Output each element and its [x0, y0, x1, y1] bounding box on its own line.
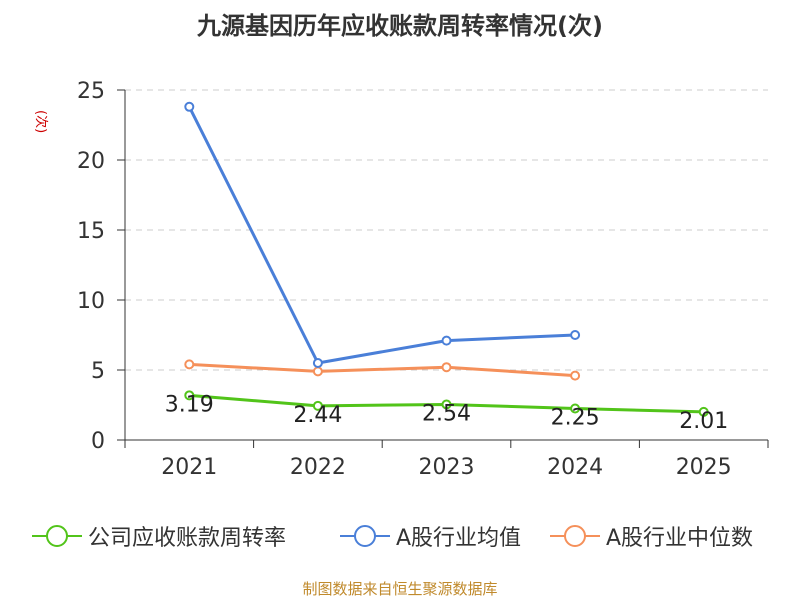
- chart-title: 九源基因历年应收账款周转率情况(次): [197, 12, 603, 40]
- legend-item-industry-mean[interactable]: A股行业均值: [340, 520, 521, 552]
- x-tick-label: 2023: [419, 455, 475, 480]
- legend-marker-industry-mean: [340, 525, 390, 547]
- data-point-2: [570, 370, 581, 381]
- data-point-1: [570, 330, 581, 340]
- data-point-0: [184, 390, 195, 401]
- data-point-1: [184, 101, 195, 112]
- x-tick-label: 2025: [676, 455, 732, 480]
- x-tick-label: 2022: [290, 455, 346, 480]
- legend-item-industry-median[interactable]: A股行业中位数: [550, 520, 753, 552]
- data-point-0: [441, 399, 452, 410]
- data-label: 2.01: [679, 409, 728, 434]
- data-point-0: [570, 403, 581, 414]
- legend-label-company: 公司应收账款周转率: [88, 526, 287, 551]
- y-tick-label: 5: [91, 359, 105, 384]
- y-tick-label: 20: [77, 149, 105, 174]
- y-tick-label: 15: [77, 219, 105, 244]
- x-tick-label: 2024: [547, 455, 603, 480]
- data-label: 2.44: [293, 403, 342, 428]
- data-point-2: [184, 359, 195, 370]
- y-tick-label: 0: [91, 429, 105, 454]
- legend: 公司应收账款周转率 A股行业均值 A股行业中位数: [0, 520, 800, 552]
- x-tick-label: 2021: [161, 455, 217, 480]
- data-source-note: 制图数据来自恒生聚源数据库: [302, 580, 498, 598]
- data-point-0: [312, 400, 323, 411]
- data-point-0: [698, 406, 709, 417]
- data-label: 3.19: [165, 392, 214, 417]
- y-tick-label: 10: [77, 289, 105, 314]
- legend-marker-industry-median: [550, 525, 600, 547]
- legend-item-company[interactable]: 公司应收账款周转率: [32, 520, 286, 552]
- legend-label-industry-mean: A股行业均值: [396, 526, 522, 551]
- legend-label-industry-median: A股行业中位数: [606, 526, 754, 551]
- data-point-2: [441, 362, 452, 373]
- legend-marker-company: [32, 525, 82, 547]
- data-point-1: [312, 358, 323, 368]
- data-label: 2.25: [551, 406, 600, 431]
- series-line-1: [187, 106, 576, 365]
- series-line-2: [189, 362, 576, 378]
- data-point-1: [441, 335, 452, 346]
- data-label: 2.54: [422, 401, 471, 426]
- data-point-2: [312, 366, 323, 377]
- y-tick-label: 25: [77, 79, 105, 104]
